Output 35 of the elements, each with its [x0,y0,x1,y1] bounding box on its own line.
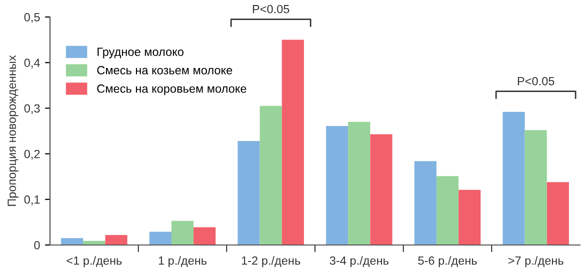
legend-label: Смесь на козьем молоке [97,66,232,74]
bar [546,182,569,245]
legend-label: Смесь на коровьем молоке [97,84,246,96]
bar [524,130,547,245]
y-axis-title: Пропорция новорожденных [8,55,18,206]
bar [348,122,370,245]
annotation: P<0.05 [518,76,554,86]
bar [171,220,194,245]
bar [260,106,282,245]
y-tick-label: 0,1 [24,195,40,206]
bar [326,126,348,245]
bar [370,134,392,245]
bar [436,176,459,245]
y-tick-label: 0 [34,241,40,250]
y-tick-label: 0,4 [24,58,40,68]
bar [105,234,128,245]
bar [149,232,172,245]
bar [194,227,216,245]
text: P<0.05 [252,4,290,14]
legend-label: Грудное молоко [98,48,184,58]
bar [458,190,481,245]
x-tick-label: >7 р./день [508,256,564,268]
x-tick-label: <1 р./день [66,256,122,268]
bar [61,238,84,245]
y-tick-label: 0,5 [24,13,40,23]
x-tick-label: 1 р./день [158,256,207,268]
x-tick-label: 5-6 р./день [418,256,477,268]
bar [282,40,304,245]
y-tick-label: 0,2 [24,150,40,160]
bar [502,112,525,245]
x-tick-label: 1-2 р./день [242,256,300,268]
x-tick-label: 3-4 р./день [330,256,388,268]
bar [414,161,436,245]
bar [238,141,260,245]
y-tick-label: 0,3 [24,104,40,114]
